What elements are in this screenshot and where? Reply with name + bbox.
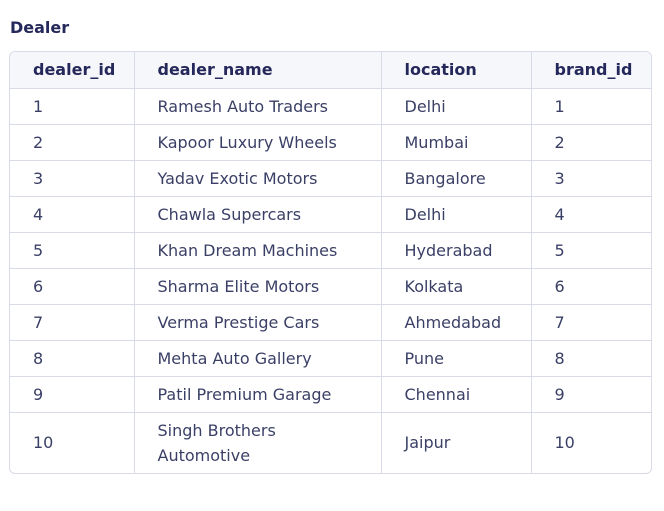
cell-location: Hyderabad: [381, 232, 532, 269]
column-header-brand-id: brand_id: [531, 52, 651, 89]
cell-dealer-id: 1: [10, 88, 135, 125]
cell-dealer-name: Patil Premium Garage: [134, 376, 382, 413]
cell-dealer-name: Singh Brothers Automotive: [134, 412, 382, 473]
table-row: 9 Patil Premium Garage Chennai 9: [10, 376, 651, 413]
cell-dealer-name: Verma Prestige Cars: [134, 304, 382, 341]
cell-dealer-name: Khan Dream Machines: [134, 232, 382, 269]
cell-dealer-name: Chawla Supercars: [134, 196, 382, 233]
column-header-dealer-id: dealer_id: [10, 52, 135, 89]
column-header-dealer-name: dealer_name: [134, 52, 382, 89]
cell-dealer-id: 10: [10, 412, 135, 473]
table-row: 3 Yadav Exotic Motors Bangalore 3: [10, 160, 651, 197]
cell-location: Delhi: [381, 196, 532, 233]
cell-dealer-name: Kapoor Luxury Wheels: [134, 124, 382, 161]
cell-location: Mumbai: [381, 124, 532, 161]
table-row: 6 Sharma Elite Motors Kolkata 6: [10, 268, 651, 305]
cell-dealer-id: 9: [10, 376, 135, 413]
cell-brand-id: 8: [531, 340, 651, 377]
cell-location: Kolkata: [381, 268, 532, 305]
cell-location: Delhi: [381, 88, 532, 125]
cell-brand-id: 4: [531, 196, 651, 233]
header-row: dealer_id dealer_name location brand_id: [10, 52, 651, 89]
cell-dealer-name: Mehta Auto Gallery: [134, 340, 382, 377]
cell-dealer-id: 4: [10, 196, 135, 233]
cell-brand-id: 5: [531, 232, 651, 269]
table-row: 4 Chawla Supercars Delhi 4: [10, 196, 651, 233]
cell-dealer-id: 2: [10, 124, 135, 161]
cell-brand-id: 1: [531, 88, 651, 125]
cell-dealer-id: 6: [10, 268, 135, 305]
dealer-table-container: dealer_id dealer_name location brand_id …: [9, 51, 652, 474]
dealer-table: dealer_id dealer_name location brand_id …: [10, 52, 651, 473]
cell-brand-id: 9: [531, 376, 651, 413]
table-row: 10 Singh Brothers Automotive Jaipur 10: [10, 412, 651, 473]
cell-dealer-name: Ramesh Auto Traders: [134, 88, 382, 125]
cell-dealer-name: Yadav Exotic Motors: [134, 160, 382, 197]
cell-brand-id: 7: [531, 304, 651, 341]
cell-brand-id: 3: [531, 160, 651, 197]
cell-dealer-id: 5: [10, 232, 135, 269]
cell-location: Ahmedabad: [381, 304, 532, 341]
cell-location: Pune: [381, 340, 532, 377]
cell-brand-id: 6: [531, 268, 651, 305]
cell-brand-id: 2: [531, 124, 651, 161]
table-title: Dealer: [10, 18, 70, 37]
cell-dealer-id: 3: [10, 160, 135, 197]
column-header-location: location: [381, 52, 532, 89]
cell-dealer-name: Sharma Elite Motors: [134, 268, 382, 305]
table-row: 5 Khan Dream Machines Hyderabad 5: [10, 232, 651, 269]
table-row: 7 Verma Prestige Cars Ahmedabad 7: [10, 304, 651, 341]
table-row: 1 Ramesh Auto Traders Delhi 1: [10, 88, 651, 125]
table-row: 8 Mehta Auto Gallery Pune 8: [10, 340, 651, 377]
cell-brand-id: 10: [554, 433, 575, 453]
cell-dealer-id: 7: [10, 304, 135, 341]
cell-dealer-id: 8: [10, 340, 135, 377]
cell-location: Jaipur: [381, 412, 532, 473]
cell-location: Chennai: [381, 376, 532, 413]
table-row: 2 Kapoor Luxury Wheels Mumbai 2: [10, 124, 651, 161]
cell-location: Bangalore: [381, 160, 532, 197]
